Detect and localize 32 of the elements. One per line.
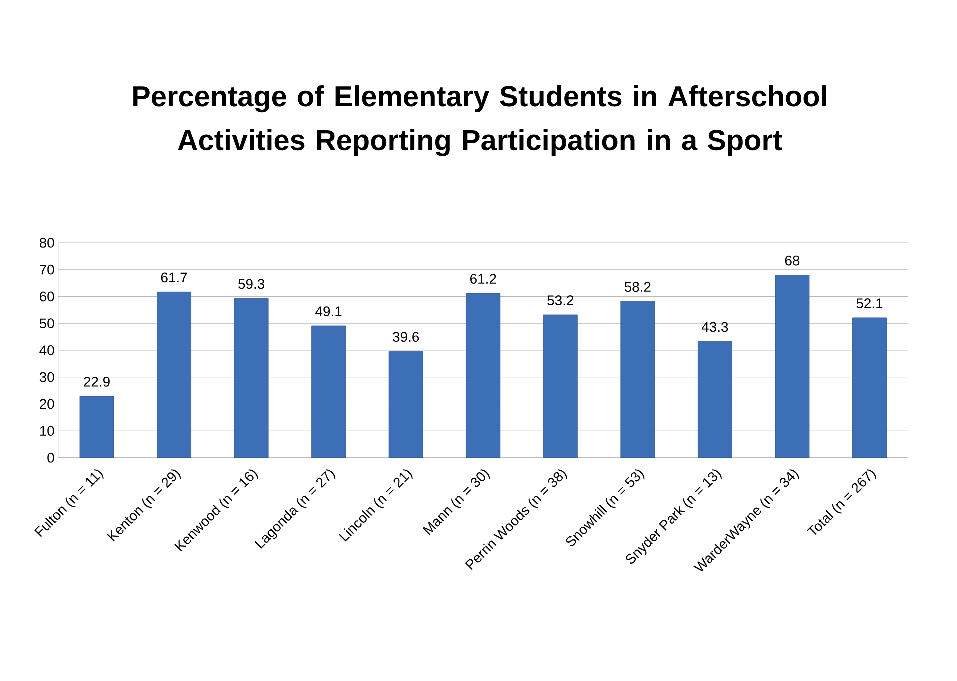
y-tick-label: 0: [48, 453, 54, 463]
data-label: 58.2: [624, 282, 651, 292]
bar: [312, 326, 346, 458]
y-tick-label: 50: [40, 318, 54, 329]
data-label: 59.3: [238, 279, 265, 290]
bar: [852, 318, 887, 458]
data-label: 52.1: [856, 298, 883, 308]
y-tick-label: 30: [40, 372, 54, 382]
bar: [234, 298, 269, 458]
y-tick-label: 80: [40, 238, 54, 248]
bar: [388, 351, 424, 458]
bar: [466, 293, 501, 458]
y-tick-label: 60: [40, 292, 54, 302]
bar: [80, 396, 114, 458]
data-label: 53.2: [548, 296, 574, 306]
y-tick-label: 20: [40, 399, 54, 410]
chart-title: Percentage of Elementary Students in Afterschool Activities Reporting Participation in a Sport: [134, 86, 826, 156]
data-label: 61.2: [470, 274, 496, 284]
y-tick-label: 10: [40, 426, 54, 436]
data-label: 22.9: [84, 377, 110, 387]
bar: [543, 314, 578, 458]
bar: [775, 275, 810, 458]
data-label: 43.3: [702, 322, 728, 332]
data-label: 68: [785, 256, 800, 266]
bar: [620, 301, 656, 458]
data-label: 61.7: [161, 272, 188, 283]
data-label: 39.6: [393, 332, 420, 342]
y-tick-label: 40: [40, 346, 54, 356]
bar: [157, 292, 192, 458]
data-label: 49.1: [316, 306, 342, 317]
y-tick-label: 70: [40, 264, 54, 275]
bar: [698, 341, 732, 458]
